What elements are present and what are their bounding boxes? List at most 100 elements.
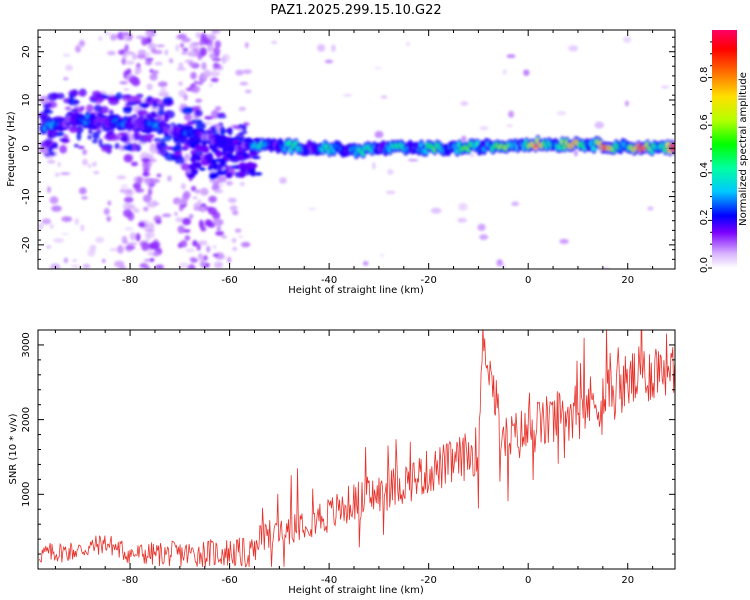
spectrogram-energy-blob — [201, 142, 207, 146]
spectrogram-energy-blob — [231, 157, 242, 161]
spectrogram-noise-blob — [193, 80, 199, 85]
spectrogram-noise-blob — [385, 190, 396, 195]
spectrogram-energy-blob — [195, 155, 202, 162]
spectrogram-noise-blob — [148, 222, 155, 231]
spectrogram-energy-blob — [238, 124, 244, 128]
spectrogram-noise-blob — [235, 69, 244, 76]
spectrogram-noise-blob — [124, 44, 129, 52]
spectrogram-noise-blob — [59, 172, 71, 175]
spectrogram-noise-blob — [183, 93, 188, 101]
spectrogram-noise-blob — [107, 50, 116, 56]
spectrogram-noise-blob — [123, 196, 134, 203]
spectrogram-noise-blob — [506, 54, 516, 59]
spectrogram-noise-blob — [41, 218, 52, 225]
spectrogram-noise-blob — [126, 68, 132, 75]
spectrogram-energy-blob — [199, 145, 209, 153]
spectrogram-noise-blob — [144, 30, 154, 38]
spectrogram-noise-blob — [191, 185, 197, 192]
spectrogram-noise-blob — [78, 187, 87, 195]
spectrogram-noise-blob — [157, 81, 168, 88]
spectrogram-energy-blob — [216, 170, 226, 176]
spectrogram-noise-blob — [107, 200, 112, 206]
spectrogram-energy-blob — [212, 166, 218, 171]
spectrogram-energy-blob — [174, 155, 185, 165]
spectrogram-noise-blob — [98, 35, 103, 42]
spectrogram-noise-blob — [182, 190, 191, 200]
spectrogram-noise-blob — [47, 186, 51, 194]
spectrogram-noise-blob — [149, 258, 155, 262]
spectrogram-energy-blob — [216, 115, 227, 119]
spectrogram-y-tick-label: -20 — [21, 237, 32, 253]
spectrogram-noise-blob — [217, 175, 227, 183]
spectrogram-energy-blob — [251, 155, 261, 160]
spectrogram-noise-blob — [146, 36, 152, 44]
spectrogram-noise-blob — [212, 245, 217, 249]
colorbar-label: Normalized spectral amplitude — [738, 72, 749, 226]
spectrogram-noise-blob — [74, 218, 79, 225]
spectrogram-energy-blob — [138, 102, 150, 108]
spectrogram-noise-blob — [430, 207, 442, 214]
spectrogram-noise-blob — [80, 224, 85, 232]
spectrogram-energy-blob — [186, 172, 196, 179]
spectrogram-noise-blob — [175, 44, 180, 52]
spectrogram-noise-blob — [143, 170, 149, 177]
spectrogram-energy-blob — [43, 153, 52, 157]
spectrogram-noise-blob — [195, 32, 201, 39]
spectrogram-energy-blob — [225, 171, 233, 179]
spectrogram-noise-blob — [460, 101, 469, 106]
spectrogram-noise-blob — [225, 180, 233, 186]
colorbar-tick-label: 0.6 — [699, 114, 710, 130]
spectrogram-noise-blob — [199, 40, 204, 47]
spectrogram-noise-blob — [496, 259, 503, 267]
spectrogram-noise-blob — [95, 236, 105, 244]
spectrogram-noise-blob — [156, 44, 165, 48]
spectrogram-noise-blob — [146, 83, 153, 91]
spectrogram-noise-blob — [229, 205, 238, 212]
spectrogram-x-tick-label: -40 — [321, 275, 337, 286]
snr-x-tick-label: -20 — [420, 575, 436, 586]
spectrogram-noise-blob — [661, 85, 670, 89]
spectrogram-noise-blob — [331, 44, 336, 53]
spectrogram-noise-blob — [183, 229, 191, 233]
spectrogram-noise-blob — [221, 56, 227, 65]
spectrogram-noise-blob — [135, 35, 145, 40]
spectrogram-noise-blob — [141, 157, 151, 163]
spectrogram-noise-blob — [132, 208, 140, 213]
spectrogram-energy-blob — [51, 92, 59, 100]
spectrogram-noise-blob — [65, 64, 73, 71]
spectrogram-noise-blob — [479, 125, 489, 131]
colorbar-tick-label: 0.0 — [699, 257, 710, 273]
spectrogram-noise-blob — [199, 47, 207, 57]
spectrogram-noise-blob — [150, 47, 157, 54]
spectrogram-noise-blob — [559, 238, 569, 244]
spectrogram-noise-blob — [177, 33, 187, 39]
spectrogram-noise-blob — [374, 67, 382, 70]
spectrogram-noise-blob — [238, 106, 246, 112]
spectrogram-noise-blob — [506, 124, 513, 127]
spectrogram-noise-blob — [151, 70, 159, 75]
colorbar: 0.0 0.2 0.4 0.6 0.8 Normalized spectral ampl… — [699, 30, 749, 273]
spectrogram-noise-blob — [109, 248, 120, 252]
spectrogram-noise-blob — [214, 52, 220, 57]
spectrogram-noise-blob — [87, 248, 96, 257]
snr-x-tick-label: -40 — [321, 575, 337, 586]
spectrogram-y-tick-label: 10 — [21, 94, 32, 107]
spectrogram-noise-blob — [189, 257, 197, 261]
spectrogram-noise-blob — [82, 149, 88, 155]
spectrogram-xlabel: Height of straight line (km) — [288, 285, 424, 296]
spectrogram-energy-blob — [76, 131, 82, 141]
spectrogram-noise-blob — [151, 240, 161, 250]
spectrogram-noise-blob — [407, 158, 419, 162]
spectrogram-noise-blob — [212, 179, 220, 186]
spectrogram-noise-blob — [134, 67, 142, 75]
spectrogram-noise-blob — [245, 42, 249, 49]
spectrogram-noise-blob — [184, 235, 191, 241]
spectrogram-energy-blob — [92, 90, 102, 97]
spectrogram-noise-blob — [118, 49, 126, 55]
spectrogram-energy-blob — [42, 103, 53, 107]
spectrogram-noise-blob — [232, 210, 239, 216]
spectrogram-noise-blob — [53, 238, 65, 243]
spectrogram-energy-blob — [151, 100, 159, 109]
spectrogram-noise-blob — [51, 205, 62, 212]
spectrogram-noise-blob — [164, 49, 168, 56]
